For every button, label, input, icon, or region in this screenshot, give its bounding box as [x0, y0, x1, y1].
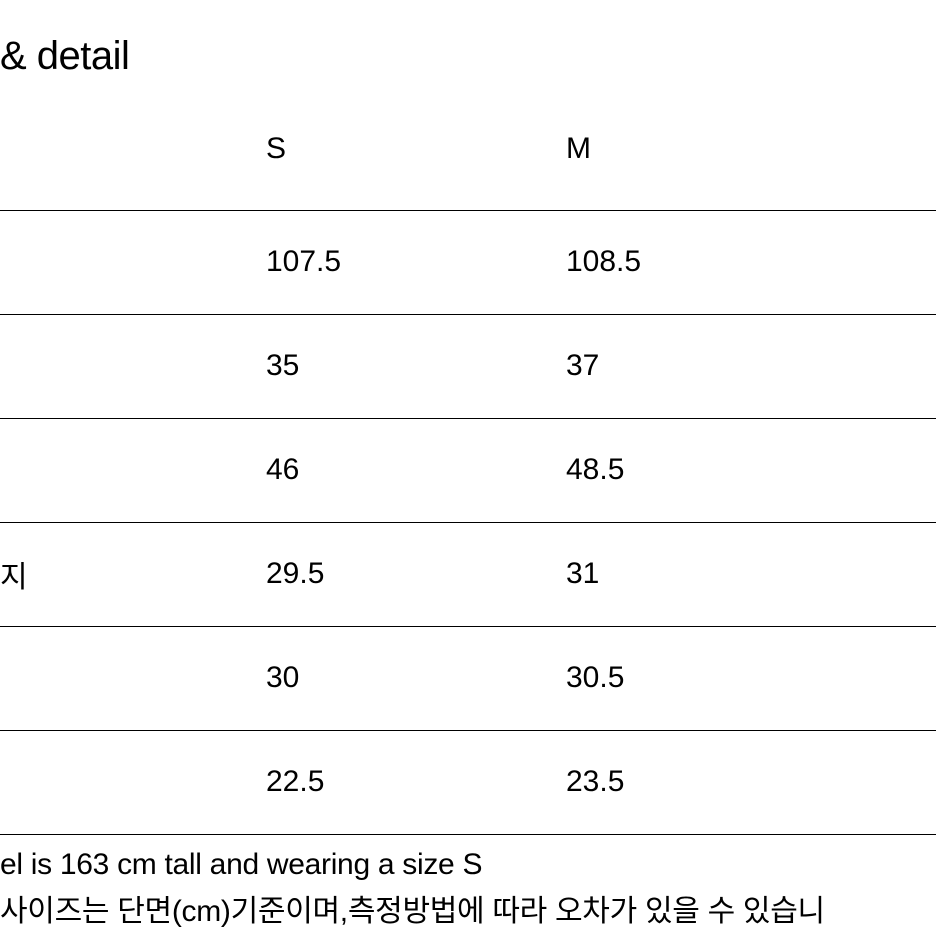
size-table-header-m: M [566, 120, 936, 210]
row-label [0, 210, 266, 314]
row-value-m: 31 [566, 522, 936, 626]
table-row: 30 30.5 [0, 626, 936, 730]
table-row: 지 29.5 31 [0, 522, 936, 626]
row-value-m: 30.5 [566, 626, 936, 730]
row-value-s: 35 [266, 314, 566, 418]
size-table-header-blank [0, 120, 266, 210]
table-row: 22.5 23.5 [0, 730, 936, 834]
size-table: S M 107.5 108.5 35 37 46 48.5 지 29. [0, 120, 936, 835]
row-label [0, 418, 266, 522]
row-value-m: 48.5 [566, 418, 936, 522]
size-table-header-row: S M [0, 120, 936, 210]
size-table-header-s: S [266, 120, 566, 210]
table-row: 35 37 [0, 314, 936, 418]
row-value-s: 29.5 [266, 522, 566, 626]
section-title: & detail [0, 34, 129, 79]
row-value-s: 22.5 [266, 730, 566, 834]
row-label [0, 626, 266, 730]
row-label: 지 [0, 522, 266, 626]
row-value-s: 107.5 [266, 210, 566, 314]
row-value-m: 37 [566, 314, 936, 418]
size-notes: el is 163 cm tall and wearing a size S 사… [0, 842, 825, 935]
model-info-line: el is 163 cm tall and wearing a size S [0, 842, 825, 889]
row-value-m: 108.5 [566, 210, 936, 314]
row-label [0, 730, 266, 834]
row-value-m: 23.5 [566, 730, 936, 834]
table-row: 46 48.5 [0, 418, 936, 522]
row-label [0, 314, 266, 418]
size-disclaimer-line: 사이즈는 단면(cm)기준이며,측정방법에 따라 오차가 있을 수 있습니 [0, 889, 825, 936]
table-row: 107.5 108.5 [0, 210, 936, 314]
size-detail-page: & detail S M 107.5 108.5 35 37 46 [0, 0, 936, 936]
row-value-s: 30 [266, 626, 566, 730]
row-value-s: 46 [266, 418, 566, 522]
